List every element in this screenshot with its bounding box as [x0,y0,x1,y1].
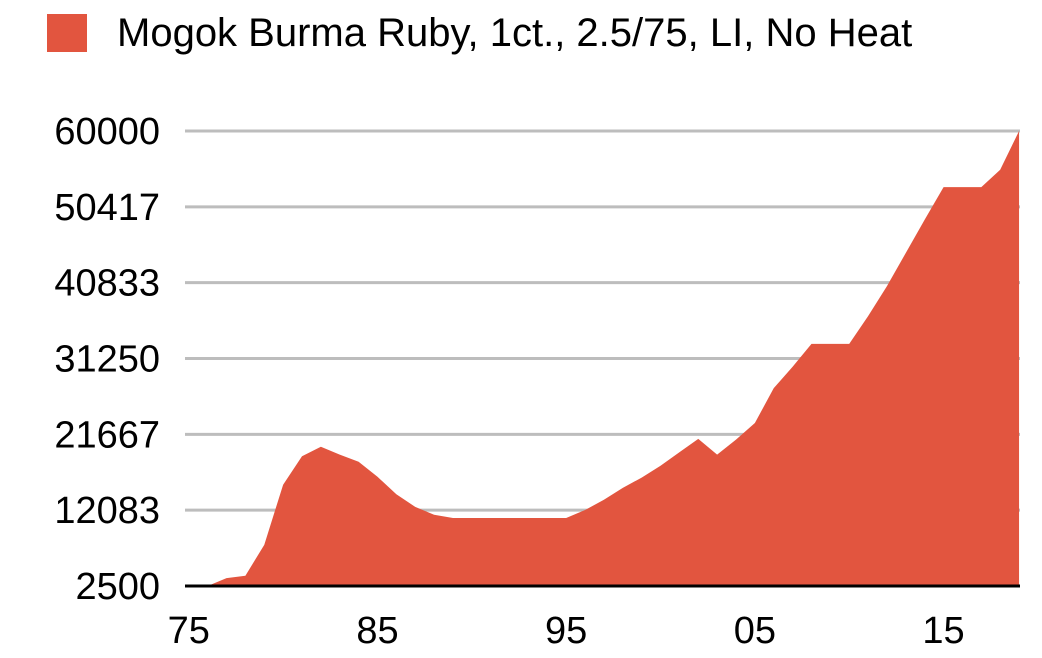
y-tick-label: 2500 [75,566,160,608]
x-tick-label: 05 [734,610,776,652]
legend-label: Mogok Burma Ruby, 1ct., 2.5/75, LI, No H… [117,11,912,55]
x-tick-label: 85 [356,610,398,652]
y-tick-label: 40833 [54,263,160,305]
y-tick-label: 50417 [54,187,160,229]
x-tick-label: 15 [922,610,964,652]
legend-swatch [47,14,87,52]
y-tick-label: 60000 [54,111,160,153]
area [207,131,1020,586]
y-tick-label: 21667 [54,414,160,456]
y-tick-label: 12083 [54,490,160,532]
y-tick-label: 31250 [54,339,160,381]
x-tick-label: 95 [545,610,587,652]
x-tick-label: 75 [168,610,210,652]
